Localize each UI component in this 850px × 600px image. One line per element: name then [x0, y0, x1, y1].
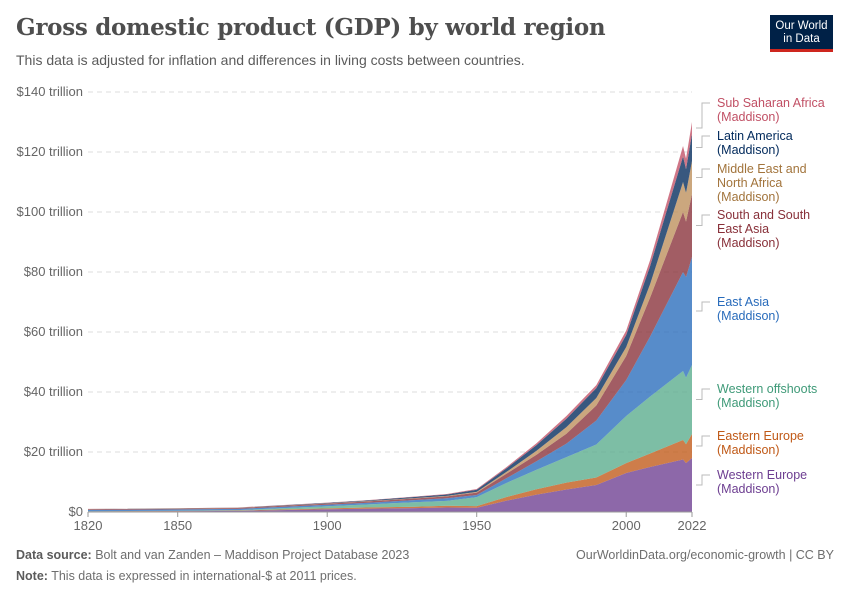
- series-label: (Maddison): [717, 309, 780, 323]
- area-eastern-europe-maddison-: [88, 434, 692, 512]
- y-tick-label: $140 trillion: [17, 84, 84, 99]
- y-tick-label: $80 trillion: [24, 264, 83, 279]
- y-tick-label: $0: [69, 504, 83, 519]
- series-label: (Maddison): [717, 443, 780, 457]
- area-western-offshoots-maddison-: [88, 365, 692, 512]
- series-label: Eastern Europe: [717, 429, 804, 443]
- series-label: (Maddison): [717, 482, 780, 496]
- series-label: East Asia: [717, 222, 769, 236]
- x-tick-label: 1900: [313, 518, 342, 533]
- y-tick-label: $120 trillion: [17, 144, 84, 159]
- y-tick-label: $40 trillion: [24, 384, 83, 399]
- label-leader-line: [696, 388, 710, 400]
- series-label: Sub Saharan Africa: [717, 96, 825, 110]
- x-tick-label: 1950: [462, 518, 491, 533]
- series-label: North Africa: [717, 176, 782, 190]
- label-leader-line: [696, 301, 710, 312]
- series-label: Latin America: [717, 129, 793, 143]
- series-label: South and South: [717, 208, 810, 222]
- owid-logo[interactable]: Our World in Data: [770, 15, 833, 52]
- series-label: Western offshoots: [717, 382, 817, 396]
- series-label: Middle East and: [717, 162, 807, 176]
- label-leader-line: [696, 214, 710, 226]
- series-label: (Maddison): [717, 396, 780, 410]
- x-tick-label: 2000: [612, 518, 641, 533]
- note: Note: This data is expressed in internat…: [16, 569, 357, 583]
- label-leader-line: [696, 102, 710, 129]
- series-label: (Maddison): [717, 143, 780, 157]
- y-tick-label: $100 trillion: [17, 204, 84, 219]
- x-tick-label: 1820: [74, 518, 103, 533]
- label-leader-line: [696, 168, 710, 178]
- source-url-link[interactable]: OurWorldinData.org/economic-growth | CC …: [576, 548, 834, 562]
- y-tick-label: $60 trillion: [24, 324, 83, 339]
- area-western-europe-maddison-: [88, 458, 692, 512]
- x-tick-label: 2022: [678, 518, 707, 533]
- series-label: East Asia: [717, 295, 769, 309]
- x-tick-label: 1850: [163, 518, 192, 533]
- label-leader-line: [696, 435, 710, 447]
- series-label: (Maddison): [717, 110, 780, 124]
- data-source: Data source: Bolt and van Zanden – Maddi…: [16, 548, 409, 562]
- chart-title: Gross domestic product (GDP) by world re…: [16, 14, 606, 41]
- y-tick-label: $20 trillion: [24, 444, 83, 459]
- label-leader-line: [696, 135, 710, 148]
- series-label: (Maddison): [717, 236, 780, 250]
- series-label: Western Europe: [717, 468, 807, 482]
- note-text: This data is expressed in international-…: [51, 569, 357, 583]
- series-label: (Maddison): [717, 190, 780, 204]
- source-text: Bolt and van Zanden – Maddison Project D…: [95, 548, 410, 562]
- chart-subtitle: This data is adjusted for inflation and …: [16, 52, 525, 68]
- note-label: Note:: [16, 569, 48, 583]
- source-label: Data source:: [16, 548, 92, 562]
- label-leader-line: [696, 474, 710, 486]
